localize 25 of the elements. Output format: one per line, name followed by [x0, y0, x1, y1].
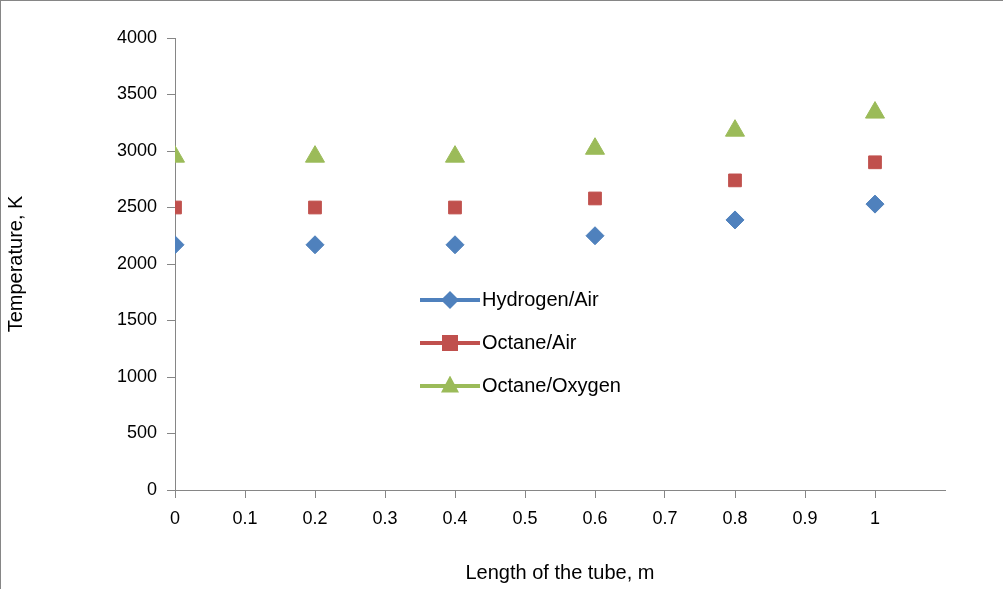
x-tick-label: 0.4 — [442, 507, 468, 528]
x-tick-label: 0.5 — [512, 507, 538, 528]
legend-label: Hydrogen/Air — [482, 288, 599, 311]
y-tick-label: 0 — [146, 478, 157, 499]
y-tick-label: 1000 — [116, 365, 157, 386]
x-tick-label: 0.6 — [582, 507, 608, 528]
x-tick-label: 0.2 — [302, 507, 328, 528]
x-tick-label: 0.8 — [722, 507, 748, 528]
x-tick-label: 0 — [169, 507, 181, 528]
legend-label: Octane/Air — [482, 331, 577, 354]
y-tick-label: 4000 — [116, 26, 157, 47]
x-axis-title: Length of the tube, m — [465, 560, 655, 583]
y-tick-label: 500 — [126, 422, 157, 443]
legend-label: Octane/Oxygen — [482, 374, 621, 397]
y-tick-label: 3500 — [116, 83, 157, 104]
y-axis-title: Temperature, K — [3, 194, 26, 333]
x-tick-label: 0.1 — [232, 507, 258, 528]
y-tick-label: 2500 — [116, 196, 157, 217]
x-tick-label: 0.7 — [652, 507, 678, 528]
y-tick-label: 3000 — [116, 139, 157, 160]
y-tick-label: 2000 — [116, 252, 157, 273]
y-tick-label: 1500 — [116, 309, 157, 330]
x-tick-label: 1 — [869, 507, 881, 528]
x-tick-label: 0.3 — [372, 507, 398, 528]
x-tick-label: 0.9 — [792, 507, 818, 528]
